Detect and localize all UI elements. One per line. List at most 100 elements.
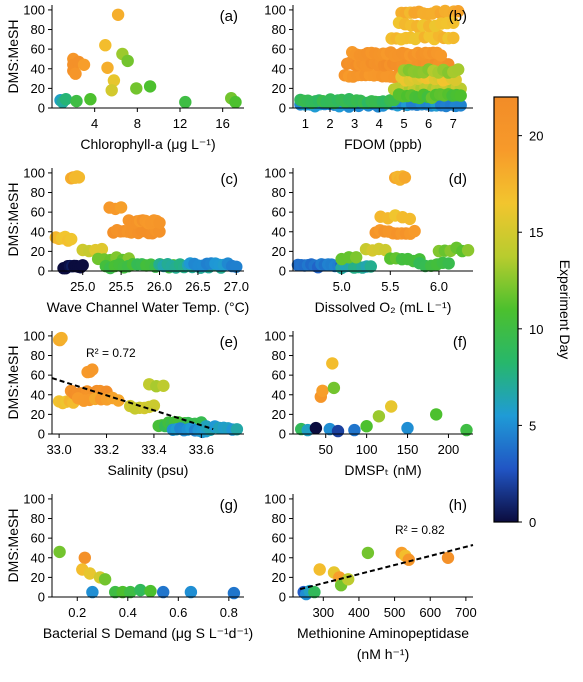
y-tick-label: 0: [279, 590, 286, 605]
data-point: [53, 545, 66, 559]
y-tick-label: 60: [31, 205, 45, 220]
y-tick-label: 20: [272, 407, 286, 422]
data-point: [72, 171, 86, 184]
x-tick-label: 0.4: [119, 605, 137, 620]
y-tick-label: 80: [272, 511, 286, 526]
x-tick-label: 26.0: [147, 279, 172, 294]
x-tick-label: 2: [326, 116, 333, 131]
y-tick-label: 0: [38, 427, 45, 442]
colorbar-tick-label: 5: [529, 418, 536, 433]
x-tick-label: 5: [400, 116, 407, 131]
x-axis-label: Methionine Aminopeptidase: [297, 625, 469, 641]
y-tick-label: 40: [31, 61, 45, 76]
y-tick-label: 100: [23, 165, 45, 180]
y-tick-label: 60: [272, 368, 286, 383]
y-tick-label: 100: [264, 165, 286, 180]
data-point: [385, 400, 398, 413]
fit-line: [51, 377, 214, 431]
x-axis-label: Wave Channel Water Temp. (°C): [47, 299, 250, 315]
data-point: [398, 171, 412, 184]
y-tick-label: 0: [38, 101, 45, 116]
data-point: [461, 244, 475, 257]
data-point: [179, 95, 192, 109]
data-point: [308, 585, 321, 599]
data-point: [454, 89, 467, 102]
x-tick-label: 25.5: [108, 279, 133, 294]
y-tick-label: 60: [31, 42, 45, 57]
x-tick-label: 700: [455, 605, 477, 620]
x-axis-label: Salinity (psu): [108, 462, 189, 478]
y-tick-label: 80: [31, 348, 45, 363]
data-points: [54, 8, 242, 109]
x-tick-label: 3: [351, 116, 358, 131]
data-point: [230, 423, 244, 436]
data-points: [297, 546, 455, 601]
data-point: [153, 225, 166, 238]
data-point: [331, 424, 345, 438]
data-point: [98, 573, 112, 586]
panel-tag: (b): [449, 8, 467, 25]
x-tick-label: 25.0: [70, 279, 95, 294]
data-point: [403, 212, 416, 226]
data-point: [447, 31, 460, 45]
x-tick-label: 5.0: [333, 279, 351, 294]
data-point: [348, 423, 361, 437]
data-point: [441, 551, 455, 564]
x-tick-label: 100: [356, 442, 378, 457]
x-tick-label: 50: [318, 442, 332, 457]
data-point: [316, 384, 329, 397]
y-tick-label: 20: [31, 244, 45, 259]
x-tick-label: 6.0: [430, 279, 448, 294]
data-points: [53, 545, 241, 600]
data-point: [147, 399, 161, 412]
y-tick-label: 20: [272, 570, 286, 585]
panel-tag: (a): [220, 8, 238, 25]
panel-e: 0 20 40 60 80 100 33.0 33.2 33.4 33.6 (e) Salinity …: [5, 328, 244, 478]
data-point: [157, 585, 170, 599]
y-tick-label: 20: [272, 81, 286, 96]
data-point: [65, 232, 78, 246]
data-point: [452, 5, 465, 18]
y-tick-label: 20: [31, 81, 45, 96]
y-axis-label: DMS:MeSH: [5, 346, 21, 420]
data-point: [313, 563, 326, 576]
x-tick-label: 4: [91, 116, 98, 131]
x-tick-label: 33.4: [141, 442, 166, 457]
y-tick-label: 100: [264, 2, 286, 17]
data-point: [99, 39, 112, 52]
panel-a: 0 20 40 60 80 100 4 8 12 16 (a) Chlorophyll-a (μg L…: [5, 2, 244, 152]
data-point: [111, 8, 125, 21]
data-point: [143, 80, 157, 93]
data-point: [86, 363, 99, 376]
y-tick-label: 0: [279, 427, 286, 442]
y-tick-label: 40: [31, 550, 45, 565]
y-axis-label: DMS:MeSH: [5, 509, 21, 583]
y-tick-label: 80: [31, 511, 45, 526]
data-points: [52, 331, 244, 439]
panel-h: 0 20 40 60 80 100 300 400 500 600 700 (h) Methionine…: [264, 491, 476, 662]
data-point: [230, 260, 243, 273]
x-tick-label: 8: [134, 116, 141, 131]
data-point: [83, 567, 97, 580]
y-tick-label: 100: [23, 2, 45, 17]
y-tick-label: 0: [279, 264, 286, 279]
x-tick-label: 5.5: [381, 279, 399, 294]
data-point: [69, 67, 82, 80]
y-axis-label: DMS:MeSH: [5, 20, 21, 94]
data-point: [55, 331, 68, 345]
x-tick-label: 0.6: [169, 605, 187, 620]
data-points: [49, 170, 243, 275]
data-point: [342, 573, 355, 586]
y-tick-label: 40: [31, 224, 45, 239]
data-point: [134, 583, 147, 597]
x-axis-label: FDOM (ppb): [344, 136, 422, 152]
x-axis-label-line2: (nM h⁻¹): [357, 646, 410, 662]
colorbar-tick-label: 20: [529, 129, 543, 144]
fit-line: [299, 544, 474, 591]
x-tick-label: 16: [215, 116, 229, 131]
x-tick-label: 27.0: [224, 279, 249, 294]
colorbar-tick-label: 0: [529, 515, 536, 530]
x-tick-label: 6: [425, 116, 432, 131]
x-axis-label: DMSPₜ (nM): [344, 462, 421, 478]
x-tick-label: 400: [348, 605, 370, 620]
